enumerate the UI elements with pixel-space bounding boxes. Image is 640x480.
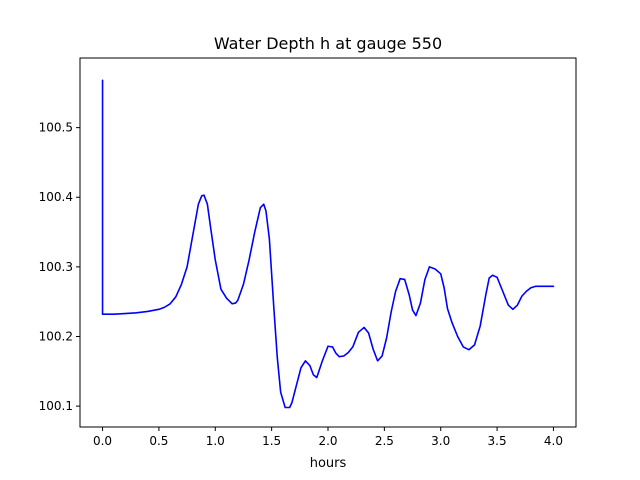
x-tick-label: 2.5 (375, 434, 394, 448)
y-tick-label: 100.5 (39, 121, 73, 135)
x-axis-label: hours (310, 456, 347, 471)
x-tick-label: 0.5 (149, 434, 168, 448)
series-line-0 (101, 79, 555, 409)
x-tick-label: 1.0 (206, 434, 225, 448)
y-tick-label: 100.4 (39, 190, 73, 204)
x-tick-label: 0.0 (93, 434, 112, 448)
x-tick-label: 3.0 (431, 434, 450, 448)
plot-area: 0.0 0.5 1.0 1.5 2.0 2.5 3.0 3.5 4.0 100.1 100.2 100… (39, 57, 577, 448)
x-tick-label: 3.5 (488, 434, 507, 448)
x-tick-label: 1.5 (262, 434, 281, 448)
y-tick-label: 100.2 (39, 329, 73, 343)
chart-title: Water Depth h at gauge 550 (214, 34, 442, 53)
x-tick-label: 2.0 (318, 434, 337, 448)
y-tick-label: 100.3 (39, 260, 73, 274)
x-tick-label: 4.0 (544, 434, 563, 448)
y-tick-label: 100.1 (39, 399, 73, 413)
